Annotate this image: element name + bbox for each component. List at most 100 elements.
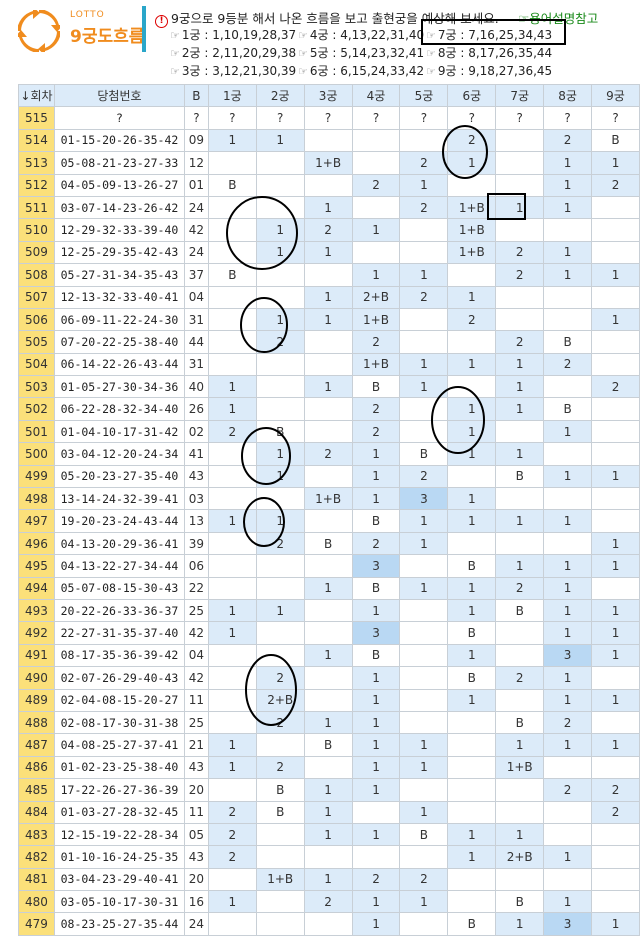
bonus-cell: 43 [183, 464, 209, 489]
column-header: 5궁 [399, 83, 449, 108]
group-cell [447, 755, 497, 780]
group-cell: 1 [543, 845, 593, 869]
round-cell: 508 [18, 263, 55, 287]
column-header: B [183, 83, 209, 108]
group-cell: 1+B [495, 755, 545, 780]
group-cell [303, 912, 353, 936]
group-label: 3궁 : 3,12,21,30,39 [181, 64, 297, 78]
group-cell [591, 195, 640, 220]
group-cell: 1 [591, 621, 640, 645]
group-cell: 1 [543, 666, 593, 690]
group-cell [495, 307, 545, 332]
group-cell: 1 [399, 531, 449, 556]
group-cell: 1 [255, 598, 305, 623]
bonus-cell: 43 [183, 755, 209, 780]
group-cell [303, 419, 353, 444]
group-cell [207, 195, 257, 220]
pointer-icon: ☞ [298, 29, 308, 42]
group-cell [495, 800, 545, 824]
bonus-cell: 13 [183, 509, 209, 533]
group-cell: 1 [591, 554, 640, 578]
group-cell: 1 [351, 755, 401, 780]
group-cell: 1 [303, 778, 353, 802]
numbers-cell: 01-04-10-17-31-42 [53, 419, 185, 444]
numbers-cell: 04-13-22-27-34-44 [53, 554, 185, 578]
table-row: 508 05-27-31-34-35-43 37 B 1 1 2 1 1 [18, 263, 640, 287]
divider [142, 6, 146, 52]
group-cell [351, 195, 401, 220]
group-cell: B [447, 666, 497, 690]
group-label: 8궁 : 8,17,26,35,44 [437, 46, 553, 60]
group-cell: 2 [543, 128, 593, 153]
round-cell: 512 [18, 173, 55, 197]
numbers-cell: 20-22-26-33-36-37 [53, 598, 185, 623]
numbers-cell: 08-23-25-27-35-44 [53, 912, 185, 936]
group-cell: 1 [351, 442, 401, 466]
round-cell: 481 [18, 867, 55, 892]
group-cell: 1 [591, 643, 640, 668]
group-cell [447, 733, 497, 757]
group-cell: 3 [399, 487, 449, 511]
table-row: 504 06-14-22-26-43-44 31 1+B 1 1 1 2 [18, 352, 640, 377]
numbers-cell: 03-04-23-29-40-41 [53, 867, 185, 892]
round-cell: 505 [18, 330, 55, 354]
numbers-cell: 01-02-23-25-38-40 [53, 755, 185, 780]
group-cell: 2 [591, 800, 640, 824]
group-cell: B [207, 173, 257, 197]
group-cell [399, 710, 449, 735]
group-cell [303, 128, 353, 153]
group-cell [351, 240, 401, 265]
group-cell: 1+B [447, 218, 497, 242]
group-cell: 1 [543, 240, 593, 265]
group-cell [207, 778, 257, 802]
round-cell: 498 [18, 487, 55, 511]
group-cell: 1 [447, 688, 497, 712]
group-cell [207, 330, 257, 354]
bonus-cell: 04 [183, 285, 209, 309]
round-cell: 482 [18, 845, 55, 869]
group-cell: ? [351, 106, 401, 130]
round-cell: 495 [18, 554, 55, 578]
round-cell: 489 [18, 688, 55, 712]
bonus-cell: 22 [183, 576, 209, 600]
group-cell [495, 867, 545, 892]
group-cell [447, 890, 497, 914]
round-cell: 485 [18, 778, 55, 802]
numbers-cell: 01-10-16-24-25-35 [53, 845, 185, 869]
pointer-icon: ☞ [170, 65, 180, 78]
help-link[interactable]: ☞용어설명참고 [518, 11, 599, 26]
group-cell [255, 263, 305, 287]
bonus-cell: 01 [183, 173, 209, 197]
group-cell: ? [447, 106, 497, 130]
group-cell: 1+B [447, 240, 497, 265]
numbers-cell: ? [53, 106, 185, 130]
logo-arrows-icon [18, 10, 60, 52]
numbers-cell: 02-08-17-30-31-38 [53, 710, 185, 735]
group-cell [591, 442, 640, 466]
group-7: ☞ 7궁 : 7,16,25,34,43 [426, 26, 552, 43]
group-cell [447, 800, 497, 824]
group-cell: 1 [351, 733, 401, 757]
group-cell [495, 643, 545, 668]
table-row: 501 01-04-10-17-31-42 02 2 B 2 1 1 [18, 419, 640, 444]
group-2: ☞ 2궁 : 2,11,20,29,38 [170, 44, 296, 61]
bonus-cell: 41 [183, 442, 209, 466]
numbers-cell: 07-20-22-25-38-40 [53, 330, 185, 354]
group-cell [207, 912, 257, 936]
group-cell [399, 397, 449, 421]
group-cell [495, 128, 545, 153]
group-cell: 1 [207, 397, 257, 421]
group-cell [543, 307, 593, 332]
group-cell [351, 128, 401, 153]
numbers-cell: 02-07-26-29-40-43 [53, 666, 185, 690]
group-cell: 2 [591, 778, 640, 802]
group-cell: 2 [591, 173, 640, 197]
group-cell [591, 419, 640, 444]
group-cell: 1 [495, 509, 545, 533]
group-cell [207, 710, 257, 735]
group-cell: 1 [351, 598, 401, 623]
group-cell [255, 576, 305, 600]
column-header[interactable]: ↓회차 [18, 83, 55, 108]
group-cell [255, 375, 305, 399]
table-row: 492 22-27-31-35-37-40 42 1 3 B 1 1 [18, 621, 640, 645]
